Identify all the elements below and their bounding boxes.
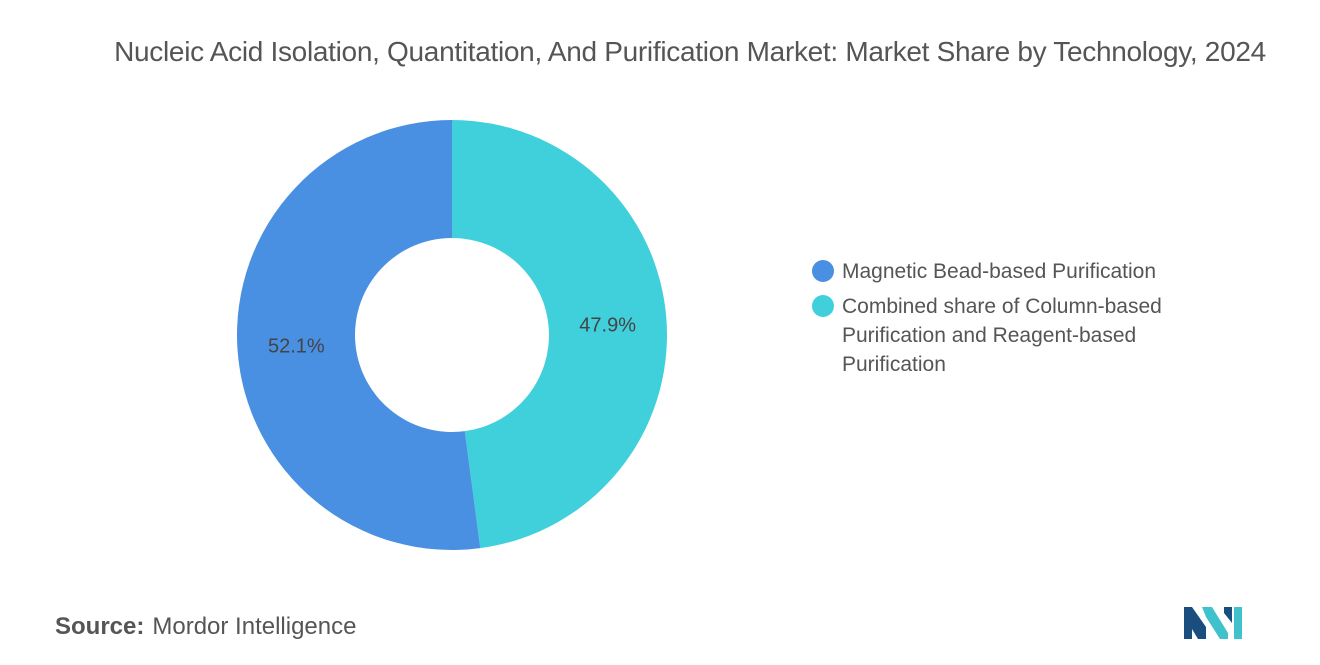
- source-label: Source:: [55, 613, 145, 640]
- source-text: Mordor Intelligence: [152, 613, 357, 640]
- legend: Magnetic Bead-based Purification Combine…: [812, 257, 1232, 385]
- mordor-intelligence-logo-icon: [1184, 607, 1242, 639]
- slice-magnetic-bead[interactable]: [237, 120, 481, 550]
- logo-shape-far-right: [1234, 607, 1242, 639]
- slice-label-column-reagent: 47.9%: [579, 315, 636, 337]
- slice-label-magnetic-bead: 52.1%: [268, 335, 325, 357]
- legend-label-column-reagent: Combined share of Column-based Purificat…: [842, 295, 1162, 376]
- logo-shape-middle: [1202, 607, 1228, 639]
- slices-group: [237, 120, 668, 550]
- slice-labels-group: 47.9% 52.1%: [268, 315, 636, 358]
- source-note: Source: Mordor Intelligence: [55, 610, 356, 644]
- legend-item-column-reagent[interactable]: Combined share of Column-based Purificat…: [812, 292, 1232, 379]
- logo-shape-right: [1224, 607, 1232, 623]
- chart-title: Nucleic Acid Isolation, Quantitation, An…: [114, 35, 1266, 67]
- slice-column-reagent[interactable]: [452, 120, 668, 549]
- legend-swatch-magnetic-bead: [812, 260, 834, 282]
- legend-item-magnetic-bead[interactable]: Magnetic Bead-based Purification: [812, 257, 1232, 286]
- legend-label-magnetic-bead: Magnetic Bead-based Purification: [842, 260, 1157, 283]
- legend-swatch-column-reagent: [812, 295, 834, 317]
- logo-shape-left: [1184, 607, 1206, 639]
